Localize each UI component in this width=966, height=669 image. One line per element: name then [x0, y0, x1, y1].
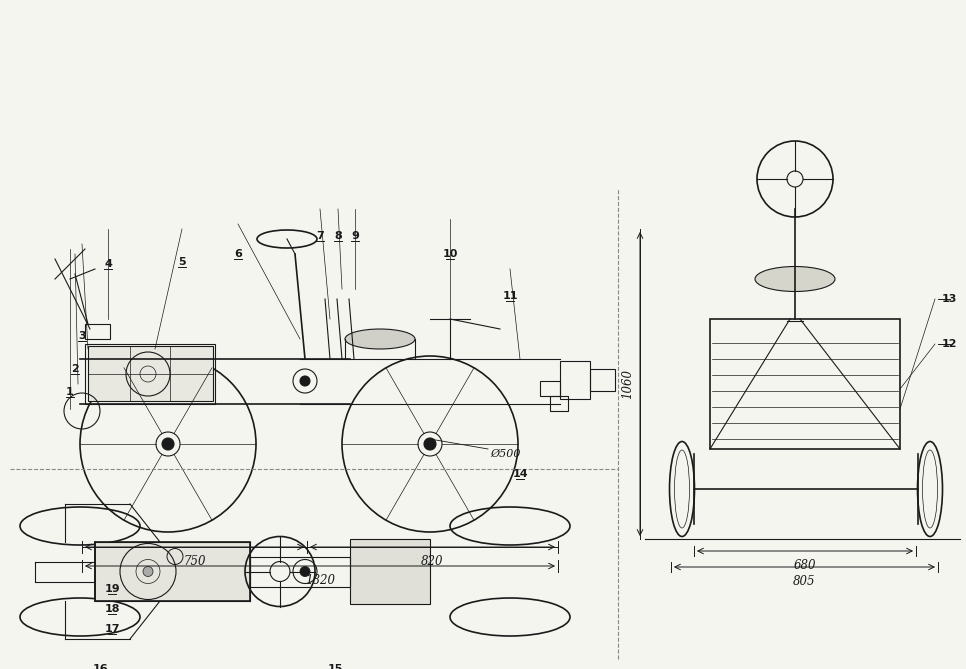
Text: 2: 2	[71, 364, 79, 374]
Text: 750: 750	[184, 555, 207, 568]
Text: 820: 820	[421, 555, 443, 568]
Bar	[550, 396, 568, 411]
Bar	[350, 539, 430, 604]
Text: 11: 11	[502, 291, 518, 301]
Circle shape	[424, 438, 436, 450]
Text: 9: 9	[351, 231, 359, 241]
Circle shape	[162, 438, 174, 450]
Bar	[88, 346, 213, 401]
Text: 4: 4	[104, 259, 112, 269]
Text: 16: 16	[92, 664, 108, 669]
Text: 10: 10	[442, 249, 458, 259]
Ellipse shape	[755, 266, 835, 292]
Text: 15: 15	[327, 664, 343, 669]
Text: 13: 13	[942, 294, 957, 304]
Bar	[590, 369, 615, 391]
Text: 12: 12	[942, 339, 957, 349]
Text: 6: 6	[234, 249, 242, 259]
Text: 1060: 1060	[621, 369, 634, 399]
Bar	[250, 557, 350, 587]
Circle shape	[300, 567, 310, 577]
Text: 1820: 1820	[305, 574, 335, 587]
Text: 680: 680	[794, 559, 816, 572]
Circle shape	[300, 376, 310, 386]
Text: 3: 3	[78, 331, 86, 341]
Bar	[540, 381, 560, 396]
Bar	[85, 324, 110, 339]
Circle shape	[143, 567, 153, 577]
Bar	[710, 319, 900, 449]
Text: 5: 5	[178, 257, 185, 267]
Text: Ø500: Ø500	[490, 449, 521, 459]
Text: 17: 17	[104, 624, 120, 634]
Text: 19: 19	[104, 584, 120, 594]
Ellipse shape	[345, 329, 415, 349]
Text: 8: 8	[334, 231, 342, 241]
Text: 7: 7	[316, 231, 324, 241]
Bar	[560, 361, 590, 399]
Text: 14: 14	[512, 469, 527, 479]
Text: 18: 18	[104, 604, 120, 614]
Text: 805: 805	[793, 575, 815, 588]
Bar	[95, 542, 250, 601]
Bar	[85, 344, 215, 404]
Text: 1: 1	[66, 387, 73, 397]
